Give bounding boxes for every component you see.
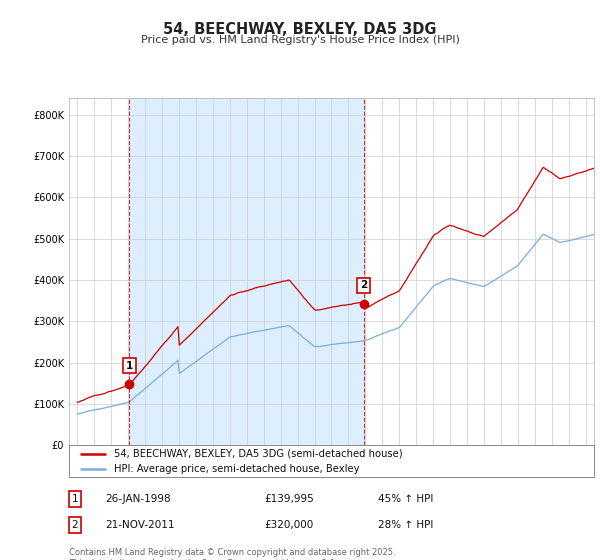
Text: 1: 1 <box>126 361 133 371</box>
Text: £139,995: £139,995 <box>264 494 314 504</box>
Text: 54, BEECHWAY, BEXLEY, DA5 3DG (semi-detached house): 54, BEECHWAY, BEXLEY, DA5 3DG (semi-deta… <box>113 449 402 459</box>
Text: 45% ↑ HPI: 45% ↑ HPI <box>378 494 433 504</box>
Text: Contains HM Land Registry data © Crown copyright and database right 2025.
This d: Contains HM Land Registry data © Crown c… <box>69 548 395 560</box>
Text: 2: 2 <box>71 520 79 530</box>
Text: Price paid vs. HM Land Registry's House Price Index (HPI): Price paid vs. HM Land Registry's House … <box>140 35 460 45</box>
Text: 1: 1 <box>71 494 79 504</box>
Text: £320,000: £320,000 <box>264 520 313 530</box>
Text: 28% ↑ HPI: 28% ↑ HPI <box>378 520 433 530</box>
Bar <box>130 98 364 445</box>
Text: HPI: Average price, semi-detached house, Bexley: HPI: Average price, semi-detached house,… <box>113 464 359 474</box>
Text: 54, BEECHWAY, BEXLEY, DA5 3DG: 54, BEECHWAY, BEXLEY, DA5 3DG <box>163 22 437 38</box>
Text: 21-NOV-2011: 21-NOV-2011 <box>105 520 175 530</box>
Text: 2: 2 <box>360 280 367 290</box>
Text: 26-JAN-1998: 26-JAN-1998 <box>105 494 170 504</box>
